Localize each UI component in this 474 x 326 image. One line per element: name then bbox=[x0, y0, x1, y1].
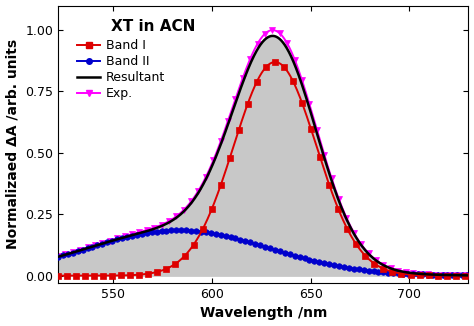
Text: XT in ACN: XT in ACN bbox=[111, 20, 196, 35]
X-axis label: Wavelength /nm: Wavelength /nm bbox=[200, 306, 327, 320]
Legend: Band I, Band II, Resultant, Exp.: Band I, Band II, Resultant, Exp. bbox=[73, 34, 171, 105]
Y-axis label: Normalizaed ΔA /arb. units: Normalizaed ΔA /arb. units bbox=[6, 39, 19, 249]
